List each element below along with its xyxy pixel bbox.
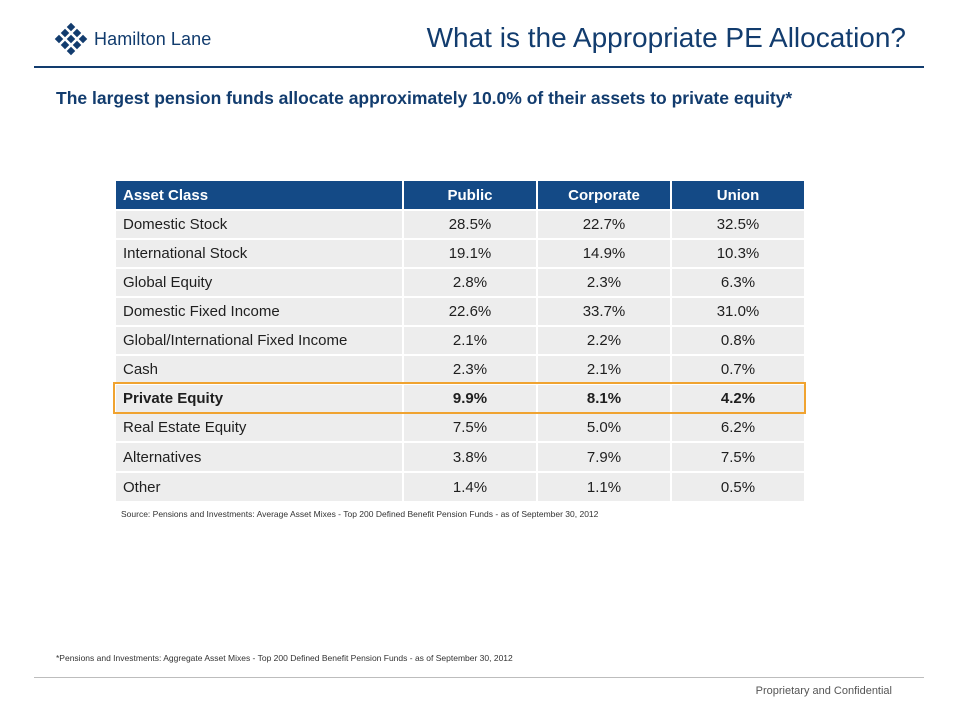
corporate-value-cell: 2.1% <box>536 354 672 385</box>
union-value-cell: 31.0% <box>670 296 806 327</box>
table-row: Cash 2.3% 2.1% 0.7% <box>114 354 806 385</box>
public-value-cell: 22.6% <box>402 296 538 327</box>
asset-class-cell: Domestic Stock <box>114 209 404 240</box>
corporate-value-cell: 22.7% <box>536 209 672 240</box>
corporate-value-cell: 14.9% <box>536 238 672 269</box>
public-value-cell: 7.5% <box>402 412 538 443</box>
public-value-cell: 19.1% <box>402 238 538 269</box>
column-header-asset-class: Asset Class <box>114 179 404 211</box>
table-row: Domestic Stock 28.5% 22.7% 32.5% <box>114 209 806 240</box>
source-note: Source: Pensions and Investments: Averag… <box>121 509 599 519</box>
column-header-public: Public <box>402 179 538 211</box>
column-header-corporate: Corporate <box>536 179 672 211</box>
union-value-cell: 7.5% <box>670 441 806 473</box>
column-header-union: Union <box>670 179 806 211</box>
public-value-cell: 3.8% <box>402 441 538 473</box>
table-header-row: Asset Class Public Corporate Union <box>114 179 806 211</box>
table-row: International Stock 19.1% 14.9% 10.3% <box>114 238 806 269</box>
union-value-cell: 6.2% <box>670 412 806 443</box>
logo-text: Hamilton Lane <box>94 28 212 49</box>
footer-divider <box>34 677 924 678</box>
asset-class-cell: Global Equity <box>114 267 404 298</box>
table-row: Domestic Fixed Income 22.6% 33.7% 31.0% <box>114 296 806 327</box>
asset-class-cell: Private Equity <box>114 383 404 414</box>
union-value-cell: 0.8% <box>670 325 806 356</box>
union-value-cell: 0.7% <box>670 354 806 385</box>
asset-class-cell: Global/International Fixed Income <box>114 325 404 356</box>
table-row: Global/International Fixed Income 2.1% 2… <box>114 325 806 356</box>
corporate-value-cell: 7.9% <box>536 441 672 473</box>
page-subtitle: The largest pension funds allocate appro… <box>56 88 793 108</box>
union-value-cell: 10.3% <box>670 238 806 269</box>
asset-class-cell: Alternatives <box>114 441 404 473</box>
table-row-highlighted: Private Equity 9.9% 8.1% 4.2% <box>114 383 806 414</box>
asset-class-cell: Domestic Fixed Income <box>114 296 404 327</box>
page-title: What is the Appropriate PE Allocation? <box>426 22 906 53</box>
corporate-value-cell: 5.0% <box>536 412 672 443</box>
public-value-cell: 2.3% <box>402 354 538 385</box>
public-value-cell: 9.9% <box>402 383 538 414</box>
corporate-value-cell: 2.2% <box>536 325 672 356</box>
allocation-table-container: Asset Class Public Corporate Union Domes… <box>114 179 806 503</box>
asset-class-cell: Cash <box>114 354 404 385</box>
confidential-label: Proprietary and Confidential <box>755 685 892 697</box>
hamilton-lane-logo-icon <box>54 22 88 56</box>
table-row: Other 1.4% 1.1% 0.5% <box>114 471 806 503</box>
corporate-value-cell: 2.3% <box>536 267 672 298</box>
union-value-cell: 6.3% <box>670 267 806 298</box>
public-value-cell: 2.8% <box>402 267 538 298</box>
public-value-cell: 1.4% <box>402 471 538 503</box>
footnote: *Pensions and Investments: Aggregate Ass… <box>56 653 513 663</box>
company-logo: Hamilton Lane <box>54 22 211 56</box>
union-value-cell: 4.2% <box>670 383 806 414</box>
corporate-value-cell: 33.7% <box>536 296 672 327</box>
union-value-cell: 0.5% <box>670 471 806 503</box>
asset-allocation-table: Asset Class Public Corporate Union Domes… <box>114 179 806 503</box>
asset-class-cell: International Stock <box>114 238 404 269</box>
asset-class-cell: Other <box>114 471 404 503</box>
public-value-cell: 2.1% <box>402 325 538 356</box>
corporate-value-cell: 8.1% <box>536 383 672 414</box>
public-value-cell: 28.5% <box>402 209 538 240</box>
corporate-value-cell: 1.1% <box>536 471 672 503</box>
table-row: Alternatives 3.8% 7.9% 7.5% <box>114 441 806 473</box>
table-row: Real Estate Equity 7.5% 5.0% 6.2% <box>114 412 806 443</box>
asset-class-cell: Real Estate Equity <box>114 412 404 443</box>
union-value-cell: 32.5% <box>670 209 806 240</box>
table-row: Global Equity 2.8% 2.3% 6.3% <box>114 267 806 298</box>
header-divider <box>34 66 924 68</box>
